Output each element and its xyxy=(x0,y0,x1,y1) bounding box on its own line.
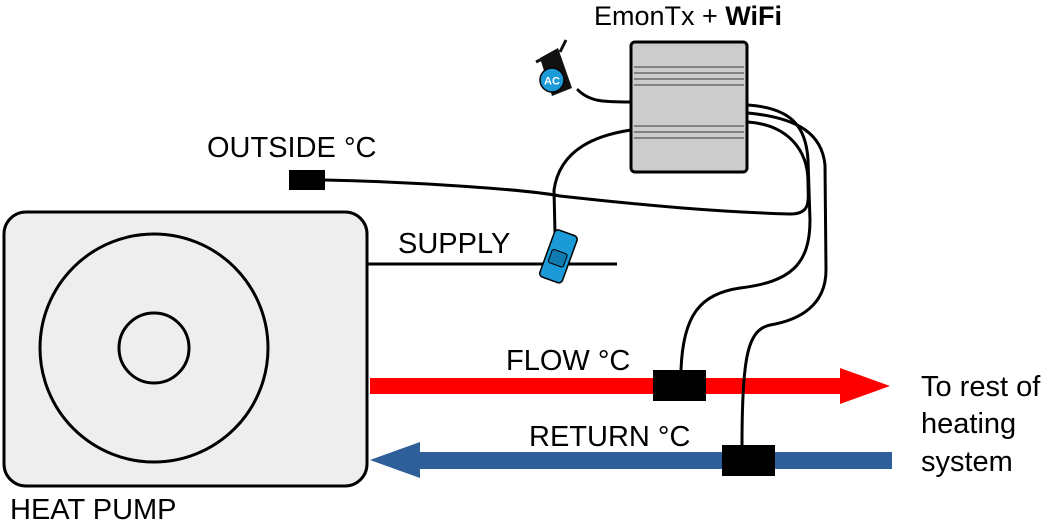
flow-arrowhead xyxy=(840,368,890,404)
return-label: RETURN °C xyxy=(529,421,690,453)
emontx-vents-top xyxy=(634,66,744,86)
return-sensor-wire xyxy=(740,111,828,447)
flow-pipe-body xyxy=(370,378,842,394)
heat-pump-body xyxy=(2,210,369,488)
device-title-prefix: EmonTx + xyxy=(594,1,725,31)
supply-label: SUPPLY xyxy=(398,228,510,260)
flow-pipe xyxy=(370,368,890,404)
destination-label: To rest of heating system xyxy=(921,371,1041,478)
outside-temp-sensor xyxy=(289,170,325,190)
destination-line-3: system xyxy=(921,446,1013,478)
destination-line-2: heating xyxy=(921,408,1016,440)
emontx-body xyxy=(629,40,749,174)
heat-pump-label: HEAT PUMP xyxy=(10,494,177,524)
emontx-device xyxy=(629,40,749,174)
sensor-wires xyxy=(323,88,828,447)
return-temp-sensor xyxy=(722,445,775,476)
ac-adapter-prong-1 xyxy=(558,39,568,53)
flow-temp-sensor xyxy=(653,370,706,401)
ct-clamp-wire xyxy=(552,128,633,235)
heat-pump-fan-hub xyxy=(117,311,191,385)
heat-pump-unit xyxy=(2,210,369,488)
outside-sensor-wire xyxy=(323,120,810,216)
outside-label: OUTSIDE °C xyxy=(207,132,377,164)
device-title: EmonTx + WiFi xyxy=(594,1,782,31)
device-title-wifi: WiFi xyxy=(725,1,782,31)
ac-badge-label: AC xyxy=(544,76,560,88)
ac-adapter-prong-2 xyxy=(535,54,549,64)
ct-clamp-jaw xyxy=(547,249,568,268)
flow-label: FLOW °C xyxy=(506,345,630,377)
ac-badge xyxy=(539,67,565,93)
power-wire xyxy=(576,88,632,104)
return-arrowhead xyxy=(370,442,420,478)
return-pipe-body xyxy=(418,452,892,469)
ct-clamp-icon xyxy=(539,229,578,284)
ac-adapter-icon: AC xyxy=(535,39,572,96)
destination-line-1: To rest of xyxy=(921,371,1041,403)
emontx-vents-bottom xyxy=(634,125,744,139)
heat-pump-fan-outer xyxy=(38,232,270,464)
